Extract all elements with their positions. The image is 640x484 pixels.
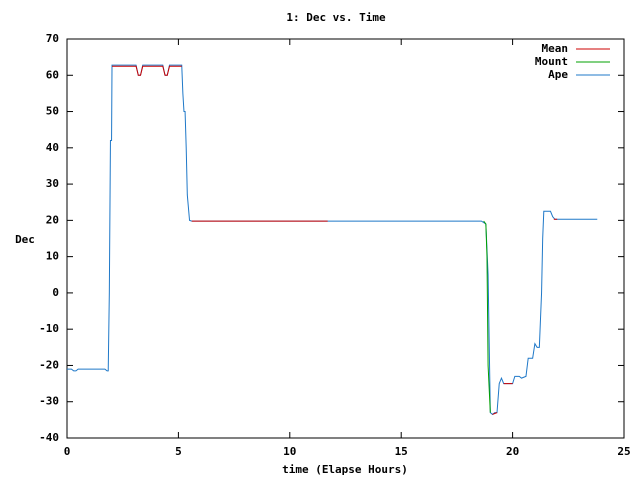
- y-tick-label: -20: [39, 358, 59, 371]
- x-tick-label: 0: [64, 445, 71, 458]
- y-tick-label: -40: [39, 431, 59, 444]
- y-tick-label: 40: [46, 141, 59, 154]
- legend-label: Mount: [535, 55, 568, 68]
- y-tick-label: 0: [52, 286, 59, 299]
- x-axis-label: time (Elapse Hours): [282, 463, 408, 476]
- x-tick-label: 15: [395, 445, 408, 458]
- x-tick-label: 25: [617, 445, 630, 458]
- y-tick-label: 70: [46, 32, 59, 45]
- series-line: [483, 220, 491, 413]
- y-tick-label: 10: [46, 250, 59, 263]
- y-tick-label: 30: [46, 177, 59, 190]
- y-axis-label: Dec: [15, 233, 35, 246]
- legend-label: Mean: [542, 42, 569, 55]
- legend-label: Ape: [548, 68, 568, 81]
- y-tick-label: -10: [39, 322, 59, 335]
- chart-title: 1: Dec vs. Time: [286, 11, 386, 24]
- y-tick-label: -30: [39, 395, 59, 408]
- y-tick-label: 20: [46, 213, 59, 226]
- series-line: [67, 64, 598, 416]
- x-tick-label: 5: [175, 445, 182, 458]
- y-tick-label: 60: [46, 68, 59, 81]
- series-line: [112, 65, 558, 415]
- x-tick-label: 10: [283, 445, 296, 458]
- y-tick-label: 50: [46, 105, 59, 118]
- x-tick-label: 20: [506, 445, 519, 458]
- plot-border: [66, 38, 625, 439]
